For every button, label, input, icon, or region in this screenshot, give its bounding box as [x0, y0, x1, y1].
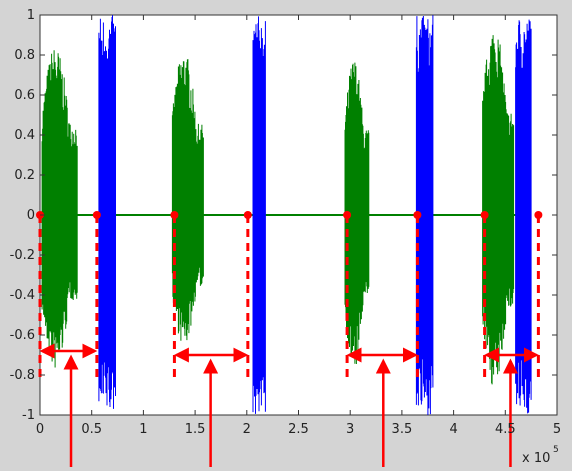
- y-tick-label: 0: [27, 208, 35, 223]
- x-tick-label: 1.5: [185, 422, 206, 437]
- boundary-point: [534, 211, 543, 219]
- boundary-point: [480, 211, 489, 219]
- x-exponent-label: x 10: [522, 451, 550, 466]
- x-tick-label: 2.5: [288, 422, 309, 437]
- y-tick-label: -0.4: [10, 288, 35, 303]
- x-tick-label: 3: [346, 422, 354, 437]
- waveform-segment: [252, 16, 266, 414]
- waveform-segment: [98, 15, 116, 409]
- x-tick-label: 0.5: [81, 422, 102, 437]
- boundary-point: [170, 211, 179, 219]
- y-tick-label: 0.6: [14, 88, 35, 103]
- boundary-point: [92, 211, 101, 219]
- y-tick-label: -0.6: [10, 328, 35, 343]
- y-tick-label: 0.8: [14, 48, 35, 63]
- waveform-segment: [171, 59, 204, 341]
- boundary-point: [343, 211, 352, 219]
- y-tick-label: -0.2: [10, 248, 35, 263]
- y-tick-label: 0.2: [14, 168, 35, 183]
- x-tick-label: 0: [36, 422, 44, 437]
- y-tick-label: -0.8: [10, 368, 35, 383]
- x-tick-label: 5: [553, 422, 561, 437]
- x-exponent: 5: [553, 445, 559, 455]
- x-tick-label: 1: [139, 422, 147, 437]
- x-tick-label: 4.5: [495, 422, 516, 437]
- x-tick-label: 4: [449, 422, 457, 437]
- y-tick-label: -1: [22, 408, 35, 423]
- y-tick-label: 1: [27, 8, 35, 23]
- x-tick-label: 3.5: [392, 422, 413, 437]
- boundary-point: [413, 211, 422, 219]
- waveform-segment: [41, 50, 78, 368]
- waveform-segment: [482, 35, 515, 385]
- y-tick-label: 0.4: [14, 128, 35, 143]
- x-tick-label: 2: [243, 422, 251, 437]
- waveform-segment: [515, 19, 532, 414]
- boundary-point: [243, 211, 252, 219]
